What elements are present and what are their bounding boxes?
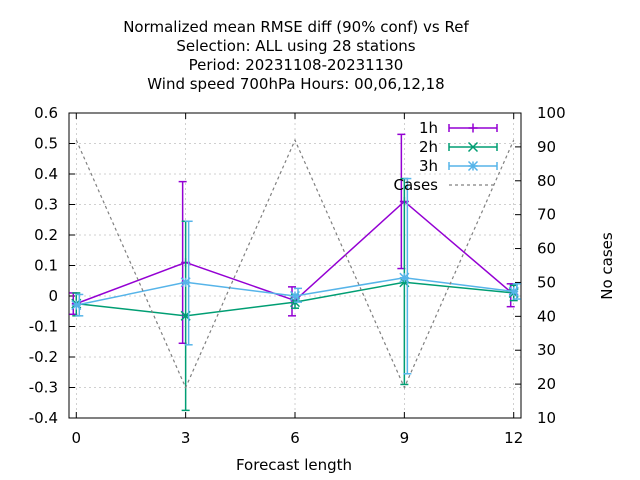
legend-label: Cases bbox=[393, 176, 438, 194]
y-tick-label: -0.2 bbox=[29, 348, 58, 366]
y2-tick-label: 100 bbox=[537, 104, 566, 122]
y2-tick-label: 50 bbox=[537, 273, 556, 291]
y-tick-label: 0.3 bbox=[34, 196, 58, 214]
series-3h bbox=[71, 177, 521, 375]
y-tick-label: 0.1 bbox=[34, 257, 58, 275]
x-tick-label: 6 bbox=[290, 429, 300, 447]
y2-axis-label: No cases bbox=[598, 232, 616, 300]
y-tick-label: -0.1 bbox=[29, 318, 58, 336]
series-layer bbox=[69, 133, 521, 412]
y-axis: -0.4 -0.3 -0.2 -0.1 0 0.1 0.2 0.3 0.4 0.5 0.6 bbox=[29, 104, 75, 427]
y-tick-label: 0.6 bbox=[34, 104, 58, 122]
y-tick-label: 0.4 bbox=[34, 165, 58, 183]
y2-tick-label: 90 bbox=[537, 138, 556, 156]
data-point bbox=[71, 300, 82, 311]
data-point bbox=[508, 286, 519, 297]
y2-tick-label: 30 bbox=[537, 341, 556, 359]
title-line: Selection: ALL using 28 stations bbox=[176, 37, 415, 55]
chart-title: Normalized mean RMSE diff (90% conf) vs … bbox=[123, 18, 469, 93]
y2-tick-label: 10 bbox=[537, 409, 556, 427]
y-tick-label: -0.3 bbox=[29, 379, 58, 397]
legend-marker bbox=[467, 160, 479, 172]
y2-tick-label: 40 bbox=[537, 307, 556, 325]
title-line: Wind speed 700hPa Hours: 00,06,12,18 bbox=[147, 75, 444, 93]
y2-axis: 10 20 30 40 50 60 70 80 90 100 bbox=[515, 104, 566, 427]
x-axis: 0 3 6 9 12 bbox=[72, 113, 523, 447]
series-line bbox=[75, 138, 515, 389]
y2-tick-label: 20 bbox=[537, 375, 556, 393]
y2-tick-label: 80 bbox=[537, 172, 556, 190]
y2-tick-label: 60 bbox=[537, 240, 556, 258]
y-tick-label: -0.4 bbox=[29, 409, 58, 427]
x-tick-label: 9 bbox=[400, 429, 410, 447]
y-tick-label: 0.5 bbox=[34, 135, 58, 153]
data-point bbox=[180, 277, 191, 288]
y-tick-label: 0.2 bbox=[34, 226, 58, 244]
title-line: Normalized mean RMSE diff (90% conf) vs … bbox=[123, 18, 469, 36]
x-tick-label: 3 bbox=[181, 429, 191, 447]
data-point bbox=[399, 272, 410, 283]
data-point bbox=[289, 290, 301, 302]
legend-label: 2h bbox=[419, 138, 438, 156]
x-tick-label: 12 bbox=[504, 429, 523, 447]
legend-marker bbox=[467, 141, 479, 153]
x-tick-label: 0 bbox=[72, 429, 82, 447]
y2-tick-label: 70 bbox=[537, 206, 556, 224]
series-cases bbox=[75, 138, 515, 389]
grid bbox=[69, 112, 521, 419]
legend-label: 1h bbox=[419, 119, 438, 137]
title-line: Period: 20231108-20231130 bbox=[189, 56, 404, 74]
legend-label: 3h bbox=[419, 157, 438, 175]
x-axis-label: Forecast length bbox=[236, 456, 352, 474]
y-tick-label: 0 bbox=[48, 287, 58, 305]
